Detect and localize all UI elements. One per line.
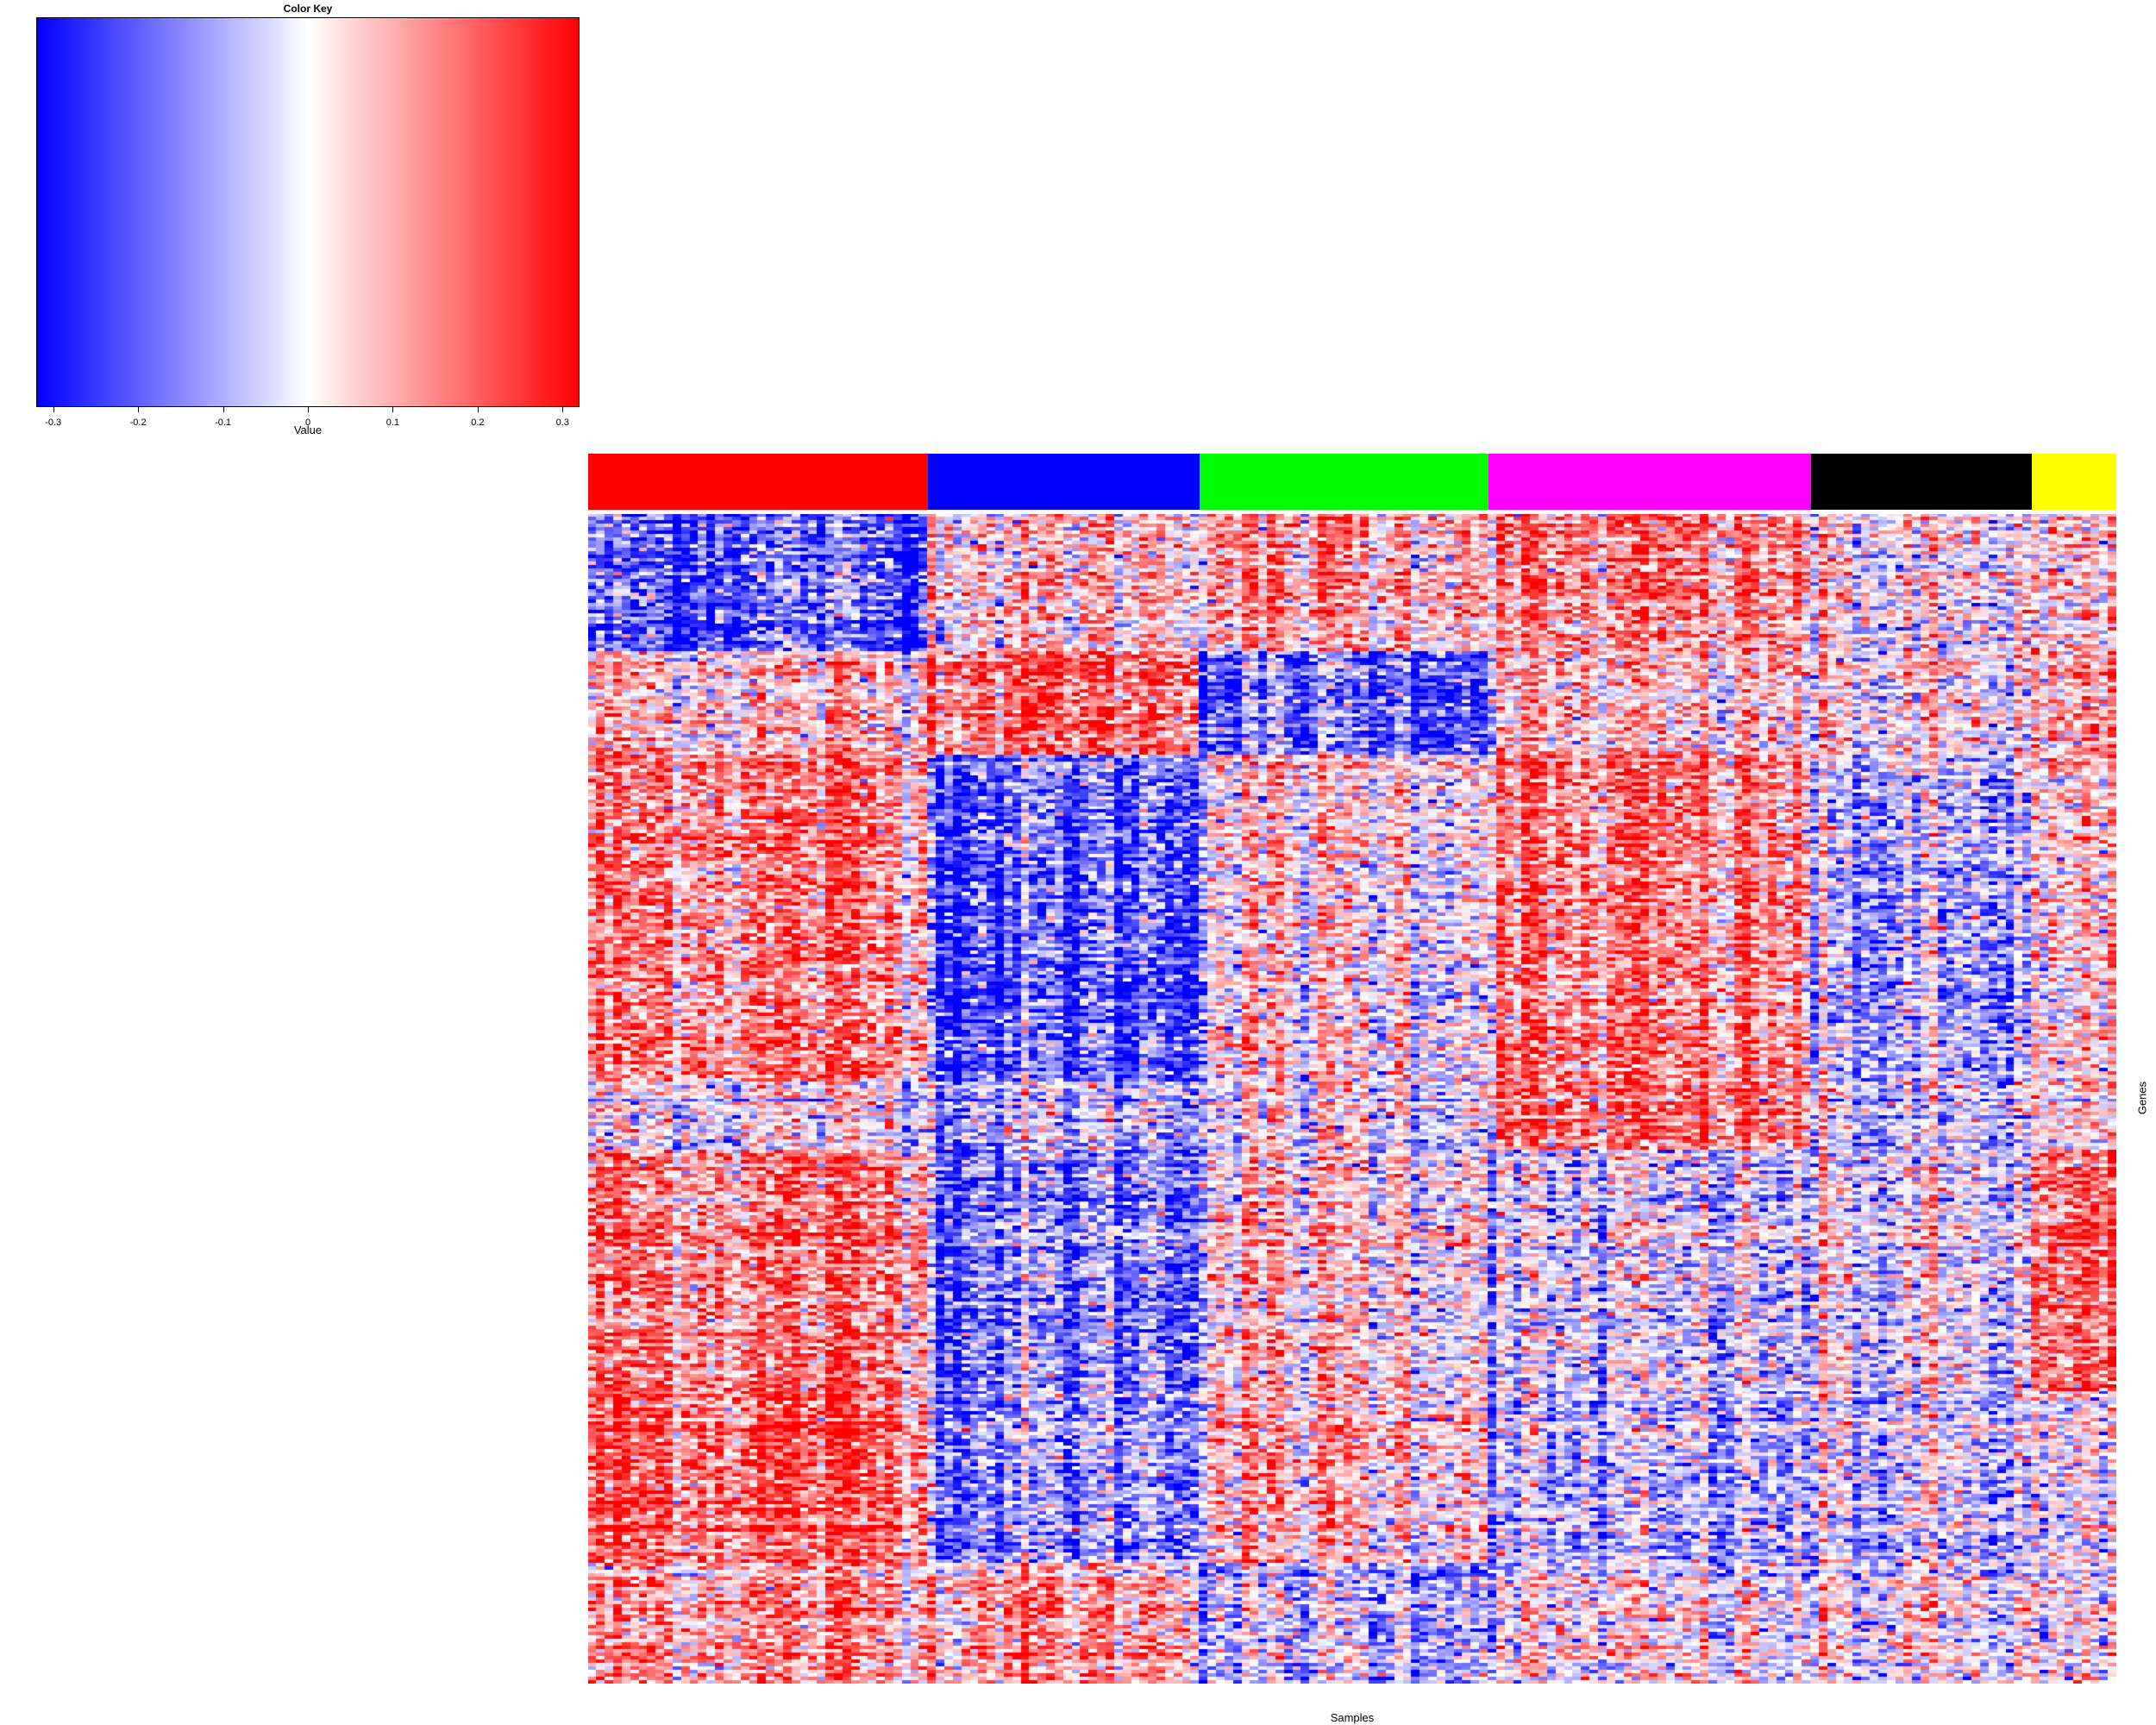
color-key-tick-label: -0.3 — [45, 417, 62, 428]
color-key-tick — [138, 407, 140, 412]
color-key-title: Color Key — [283, 3, 333, 15]
column-group-segment — [588, 454, 928, 510]
column-group-segment — [1199, 454, 1489, 510]
color-key-tick — [477, 407, 479, 412]
color-key-gradient — [36, 17, 580, 407]
column-group-segment — [927, 454, 1200, 510]
column-group-segment — [2031, 454, 2116, 510]
column-group-segment — [1810, 454, 2032, 510]
color-key-axis-label: Value — [293, 423, 323, 436]
column-group-sidebar — [588, 454, 2116, 510]
x-axis-label: Samples — [1330, 1711, 1375, 1724]
color-key-tick-label: -0.1 — [215, 417, 232, 428]
color-key-tick-label: 0.1 — [385, 417, 400, 428]
color-key-tick-label: 0.3 — [555, 417, 569, 428]
color-key-tick — [308, 407, 309, 412]
heatmap-matrix — [588, 514, 2116, 1684]
column-group-segment — [1488, 454, 1811, 510]
color-key-tick-label: -0.2 — [129, 417, 147, 428]
color-key-tick — [222, 407, 224, 412]
color-key-tick — [53, 407, 54, 412]
color-key-tick — [392, 407, 394, 412]
color-key-axis: -0.3 -0.2 -0.1 0 0.1 0.2 0.3 — [36, 407, 580, 433]
color-key-tick-label: 0.2 — [471, 417, 485, 428]
color-key-tick-label: 0 — [304, 417, 311, 428]
color-key-tick — [562, 407, 564, 412]
y-axis-label: Genes — [2135, 1081, 2149, 1115]
